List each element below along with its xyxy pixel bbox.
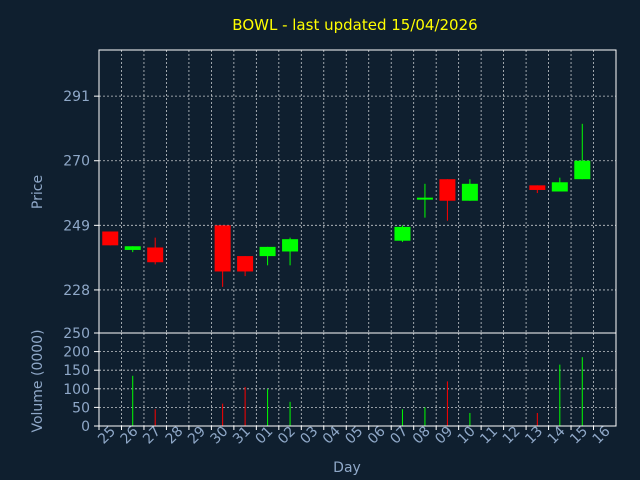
candle bbox=[416, 183, 433, 218]
price-gridlines bbox=[94, 50, 616, 333]
candle bbox=[259, 246, 276, 266]
price-plot-frame bbox=[98, 49, 617, 334]
candle-body bbox=[102, 231, 119, 246]
candle bbox=[529, 185, 546, 194]
volume-tick-label: 200 bbox=[63, 345, 90, 361]
candle-body bbox=[394, 226, 411, 241]
candle-body bbox=[282, 239, 299, 252]
candle bbox=[282, 237, 299, 266]
day-tick-labels: 2526272829303101020304050607080910111213… bbox=[95, 423, 613, 447]
candle-body bbox=[439, 179, 456, 201]
candle-body bbox=[237, 256, 254, 272]
volume-tick-label: 50 bbox=[72, 400, 90, 416]
candle bbox=[237, 256, 254, 277]
candle bbox=[551, 177, 568, 192]
candle-body bbox=[147, 247, 164, 263]
candle bbox=[461, 179, 478, 201]
candle-body bbox=[551, 182, 568, 192]
candle bbox=[394, 225, 411, 242]
chart-title: BOWL - last updated 15/04/2026 bbox=[232, 16, 477, 34]
candle bbox=[439, 179, 456, 221]
volume-tick-label: 150 bbox=[63, 363, 90, 379]
candle bbox=[102, 231, 119, 246]
volume-tick-label: 100 bbox=[63, 382, 90, 398]
candle-body bbox=[214, 225, 231, 272]
volume-tick-labels: 0 50 100 150 200 250 bbox=[63, 326, 90, 435]
volume-series bbox=[132, 357, 583, 426]
volume-axis-label: Volume (0000) bbox=[30, 329, 46, 432]
candle-body bbox=[529, 185, 546, 190]
candle bbox=[147, 237, 164, 265]
volume-tick-label: 250 bbox=[63, 326, 90, 342]
price-axis-label: Price bbox=[30, 175, 46, 209]
candlestick-series bbox=[102, 123, 591, 287]
price-tick-label: 270 bbox=[63, 154, 90, 170]
volume-gridlines bbox=[94, 332, 616, 427]
candle-body bbox=[574, 160, 591, 180]
candle-body bbox=[461, 183, 478, 201]
candle bbox=[214, 225, 231, 287]
candle-body bbox=[416, 197, 433, 200]
price-tick-label: 228 bbox=[63, 283, 90, 299]
candle-body bbox=[124, 246, 141, 250]
price-tick-label: 249 bbox=[63, 218, 90, 234]
volume-plot-frame bbox=[98, 332, 617, 427]
price-tick-label: 291 bbox=[63, 89, 90, 105]
candle bbox=[574, 123, 591, 180]
x-axis-label: Day bbox=[333, 460, 361, 476]
price-tick-labels: 228 249 270 291 bbox=[63, 89, 90, 299]
candle bbox=[124, 246, 141, 253]
volume-tick-label: 0 bbox=[81, 419, 90, 435]
candle-body bbox=[259, 246, 276, 257]
